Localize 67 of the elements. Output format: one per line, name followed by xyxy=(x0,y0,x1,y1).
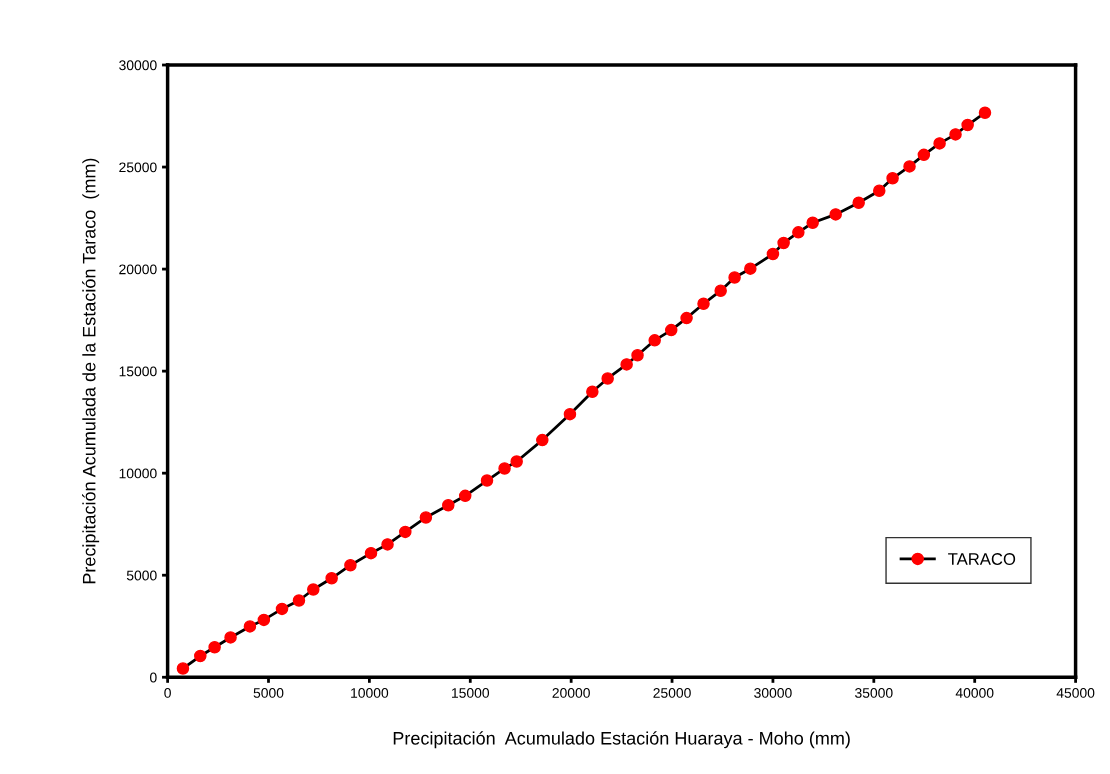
point xyxy=(498,462,511,475)
point xyxy=(620,358,633,371)
point xyxy=(631,348,644,362)
point xyxy=(917,148,931,162)
y-tick-label: 5000 xyxy=(126,570,157,581)
point xyxy=(243,620,257,633)
point xyxy=(224,631,237,644)
point xyxy=(510,455,523,468)
point xyxy=(766,247,780,261)
point xyxy=(829,208,842,221)
point xyxy=(307,583,320,596)
y-tick-label: 0 xyxy=(150,672,157,683)
point xyxy=(744,262,757,275)
x-tick-label: 20000 xyxy=(552,688,590,698)
x-tick-label: 5000 xyxy=(253,688,284,698)
point xyxy=(903,160,916,173)
point xyxy=(961,118,974,132)
x-tick-label: 15000 xyxy=(452,688,490,698)
point xyxy=(536,433,549,447)
point xyxy=(777,236,790,250)
point xyxy=(806,216,819,230)
x-tick-label: 0 xyxy=(164,688,171,698)
point xyxy=(852,196,865,210)
point xyxy=(257,613,271,627)
point xyxy=(601,372,614,385)
point xyxy=(563,407,577,421)
y-tick-label: 30000 xyxy=(119,60,157,71)
point xyxy=(325,572,338,585)
point xyxy=(194,649,207,663)
x-tick-label: 35000 xyxy=(855,688,893,698)
x-axis-title: Precipitación Acumulado Estación Huaraya - Moho (mm) xyxy=(393,731,850,749)
y-axis-title: Precipitación Acumulada de la Estación Taraco (mm) xyxy=(82,158,100,584)
point xyxy=(419,511,433,524)
point xyxy=(292,594,306,607)
x-tick-label: 25000 xyxy=(653,688,691,698)
x-tick-label: 45000 xyxy=(1056,688,1095,698)
y-tick-label: 25000 xyxy=(119,162,157,173)
point xyxy=(697,297,710,311)
point xyxy=(364,546,378,560)
point xyxy=(792,226,805,239)
point xyxy=(680,311,693,325)
x-tick-label: 30000 xyxy=(754,688,792,698)
point xyxy=(442,498,455,512)
y-tick-label: 20000 xyxy=(119,264,157,275)
point xyxy=(933,137,946,150)
point xyxy=(208,640,221,654)
point xyxy=(381,538,394,551)
point xyxy=(648,334,661,347)
point xyxy=(586,385,599,398)
point xyxy=(728,271,741,284)
point xyxy=(714,284,727,297)
y-tick-label: 15000 xyxy=(119,366,157,377)
point xyxy=(664,323,678,337)
legend-label: TARACO xyxy=(948,553,1016,565)
point xyxy=(344,558,357,572)
point xyxy=(458,489,472,503)
x-tick-label: 10000 xyxy=(351,688,389,698)
point xyxy=(949,128,962,141)
y-tick-label: 10000 xyxy=(119,468,157,479)
x-tick-label: 40000 xyxy=(955,688,994,698)
point xyxy=(275,602,289,616)
point xyxy=(978,106,992,120)
point xyxy=(873,184,886,197)
point xyxy=(886,172,899,185)
point xyxy=(176,662,190,675)
point xyxy=(480,474,494,487)
point xyxy=(399,525,412,539)
